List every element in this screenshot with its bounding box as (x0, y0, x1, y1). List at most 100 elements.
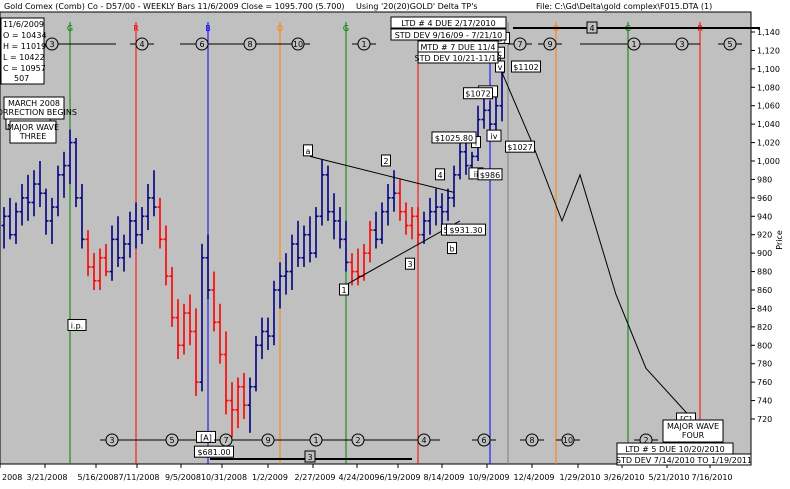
ohlc-bar (73, 137, 79, 208)
major-wave-three-box-text: MAJOR WAVE THREE (7, 123, 59, 141)
ohlc-bar (55, 165, 61, 217)
ohlc-bar (385, 184, 391, 226)
cycle-box-bottom: 3 (304, 450, 316, 463)
ohlc-bar (211, 271, 217, 332)
y-tick-label: 740 (757, 397, 772, 406)
svg-text:1: 1 (631, 40, 636, 49)
ohlc-date: 11/6/2009 (3, 20, 44, 29)
wave-label: a (303, 144, 313, 157)
svg-text:3: 3 (49, 40, 54, 49)
x-tick-label: 2/27/2009 (294, 473, 335, 482)
x-tick-label: 3/26/2010 (603, 473, 644, 482)
axes: 720 740 760 780 800 820 840 860 880 900 920 940 960 9… (0, 28, 784, 482)
ohlc-bar (121, 234, 127, 272)
svg-text:2: 2 (383, 157, 388, 166)
cycle-count-bottom: 1 (304, 433, 328, 447)
ohlc-bar (313, 207, 319, 258)
lower-trendline (339, 220, 461, 289)
y-tick-label: 920 (757, 231, 772, 240)
ohlc-bar (157, 197, 163, 249)
ohlc-bar (289, 234, 295, 290)
ohlc-bar (433, 188, 439, 226)
svg-text:3: 3 (679, 40, 684, 49)
ohlc-bar (271, 280, 277, 346)
y-axis-label: Price (775, 230, 784, 250)
ohlc-bar (61, 151, 67, 198)
ohlc-low: L = 10422 (3, 53, 45, 62)
svg-text:7: 7 (223, 436, 228, 445)
svg-text:10: 10 (293, 40, 303, 49)
x-tick-label: 5/16/2008 (77, 473, 118, 482)
ohlc-volume: 507 (14, 74, 29, 83)
cycle-count-bottom: 8 (520, 433, 544, 447)
svg-text:10: 10 (563, 436, 573, 445)
ohlc-bar (43, 188, 49, 235)
svg-text:4: 4 (421, 436, 426, 445)
ohlc-bar (169, 266, 175, 327)
ohlc-bar (145, 184, 151, 231)
ohlc-bar (439, 193, 445, 226)
ohlc-bar (103, 243, 109, 277)
cycle-line-label: G (67, 24, 73, 33)
ohlc-high: H = 11019 (3, 42, 46, 51)
major-wave-four-box-text: MAJOR WAVE FOUR (667, 422, 719, 440)
svg-text:$1102: $1102 (513, 63, 538, 72)
cycle-line-label: R (133, 24, 139, 33)
march-2008-box-text: MARCH 2008CORRECTION BEGINS (0, 99, 77, 117)
svg-text:a: a (306, 147, 311, 156)
svg-text:5: 5 (727, 40, 732, 49)
y-tick-label: 940 (757, 212, 772, 221)
svg-text:1: 1 (361, 40, 366, 49)
x-tick-label: 4/24/2009 (338, 473, 379, 482)
ohlc-bar (355, 248, 361, 286)
cycle-count-top: 4 (130, 37, 154, 51)
ohlc-bar (91, 253, 97, 290)
ohlc-bar (493, 96, 499, 137)
wave-label: 4 (435, 168, 445, 181)
ohlc-bar (463, 142, 469, 175)
wave-label: 2 (381, 154, 391, 167)
chart-title: Gold Comex (Comb) Co - D57/00 - WEEKLY B… (4, 2, 345, 11)
svg-text:v: v (498, 63, 503, 72)
x-tick-label: 7/16/2010 (691, 473, 732, 482)
ltd5-box: LTD # 5 DUE 10/20/2010 (616, 442, 734, 455)
mtd7-box-text: MTD # 7 DUE 11/4 (421, 43, 496, 52)
ohlc-bar (451, 165, 457, 208)
x-tick-label: 2008 (2, 473, 22, 482)
x-tick-label: 6/19/2009 (379, 473, 420, 482)
svg-text:8: 8 (529, 436, 534, 445)
x-tick-label: 8/14/2009 (423, 473, 464, 482)
cycle-count-top: 3 (40, 37, 64, 51)
cycle-count-top: 10 (286, 37, 310, 51)
y-tick-label: 900 (757, 249, 772, 258)
ohlc-bar (1, 207, 7, 249)
svg-text:4: 4 (437, 171, 442, 180)
ohlc-bar (25, 174, 31, 221)
svg-text:6: 6 (481, 436, 486, 445)
cycle-count-top: 5 (718, 37, 742, 51)
price-label: $986 (477, 168, 503, 181)
ohlc-bar (13, 202, 19, 244)
y-tick-label: 1,080 (757, 83, 780, 92)
ltd4-std-box: STD DEV 9/16/09 - 7/21/10 (390, 28, 507, 41)
x-tick-label: 5/21/2010 (648, 473, 689, 482)
ohlc-bar (49, 197, 55, 244)
x-tick-label: 1/2/2009 (252, 473, 288, 482)
price-label: $1102 (511, 60, 541, 73)
ohlc-bar (331, 193, 337, 240)
svg-text:4: 4 (589, 24, 594, 33)
ohlc-bar (193, 308, 199, 396)
ohlc-bar (163, 225, 169, 286)
ohlc-bar (319, 159, 325, 226)
svg-text:$1072: $1072 (465, 90, 490, 99)
x-tick-label: 9/5/2008 (165, 473, 201, 482)
price-label: $1027 (505, 140, 535, 153)
ohlc-bar (79, 184, 85, 249)
ohlc-bar (457, 137, 463, 180)
svg-text:[A]: [A] (200, 433, 212, 442)
ohlc-bar (277, 262, 283, 309)
y-tick-label: 1,020 (757, 139, 780, 148)
y-tick-label: 1,060 (757, 102, 780, 111)
y-tick-label: 1,040 (757, 120, 780, 129)
ohlc-bar (307, 216, 313, 263)
